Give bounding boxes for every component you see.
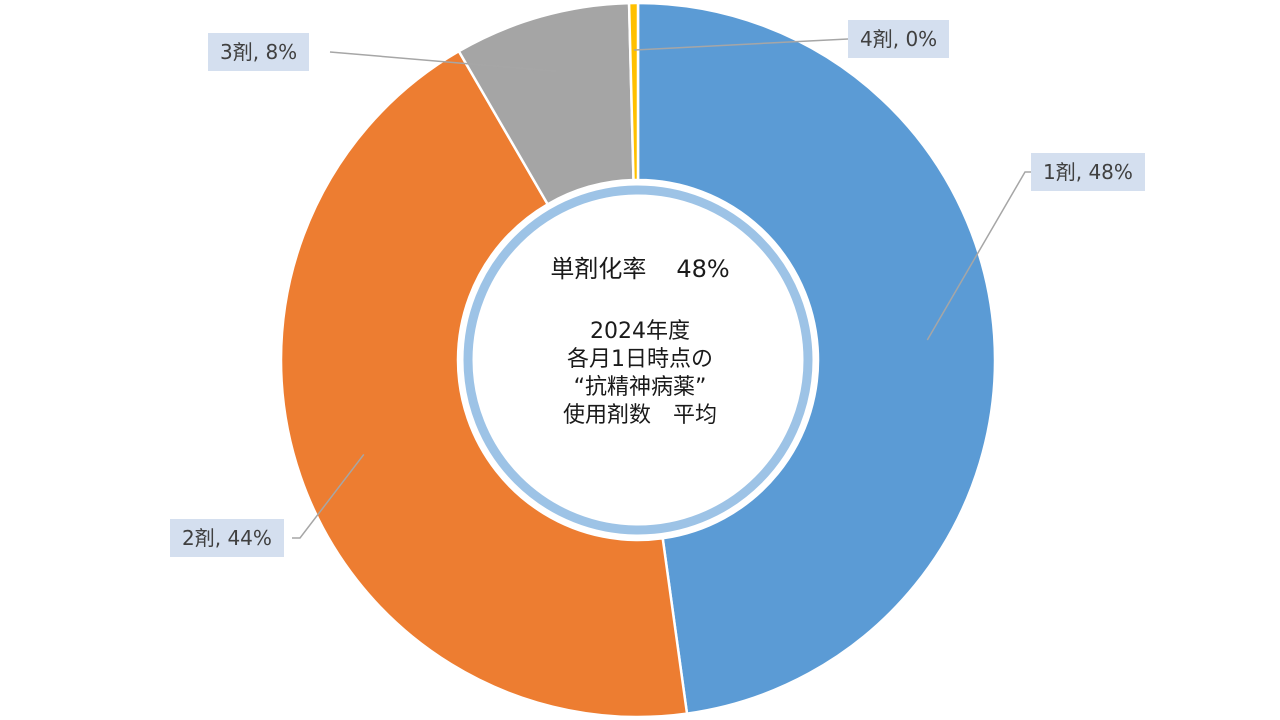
center-subtitle-line: 各月1日時点の xyxy=(567,347,713,372)
leader-line xyxy=(329,51,557,73)
center-subtitle-line: 使用剤数 平均 xyxy=(562,403,717,428)
center-headline: 単剤化率 48% xyxy=(480,255,800,283)
center-headline-label: 単剤化率 xyxy=(550,255,647,283)
data-label-4-drugs: 4剤, 0% xyxy=(848,20,950,58)
leader-lines xyxy=(292,38,1031,539)
center-subtitle-line: “抗精神病薬” xyxy=(573,375,707,400)
data-label-2-drugs: 2剤, 44% xyxy=(170,519,284,557)
donut-slices xyxy=(279,1,997,719)
center-subtitle: 2024年度 各月1日時点の “抗精神病薬” 使用剤数 平均 xyxy=(480,318,800,430)
leader-line xyxy=(292,453,365,539)
center-headline-value: 48% xyxy=(676,255,730,283)
slice-4-drugs xyxy=(627,1,640,182)
leader-line xyxy=(634,38,849,51)
data-label-1-drug: 1剤, 48% xyxy=(1031,153,1145,191)
slice-2-drugs xyxy=(279,49,689,719)
leader-line xyxy=(926,171,1031,341)
center-ring xyxy=(463,185,813,535)
center-subtitle-line: 2024年度 xyxy=(590,319,690,344)
data-label-3-drugs: 3剤, 8% xyxy=(208,33,310,71)
slice-1-drug xyxy=(636,1,997,716)
